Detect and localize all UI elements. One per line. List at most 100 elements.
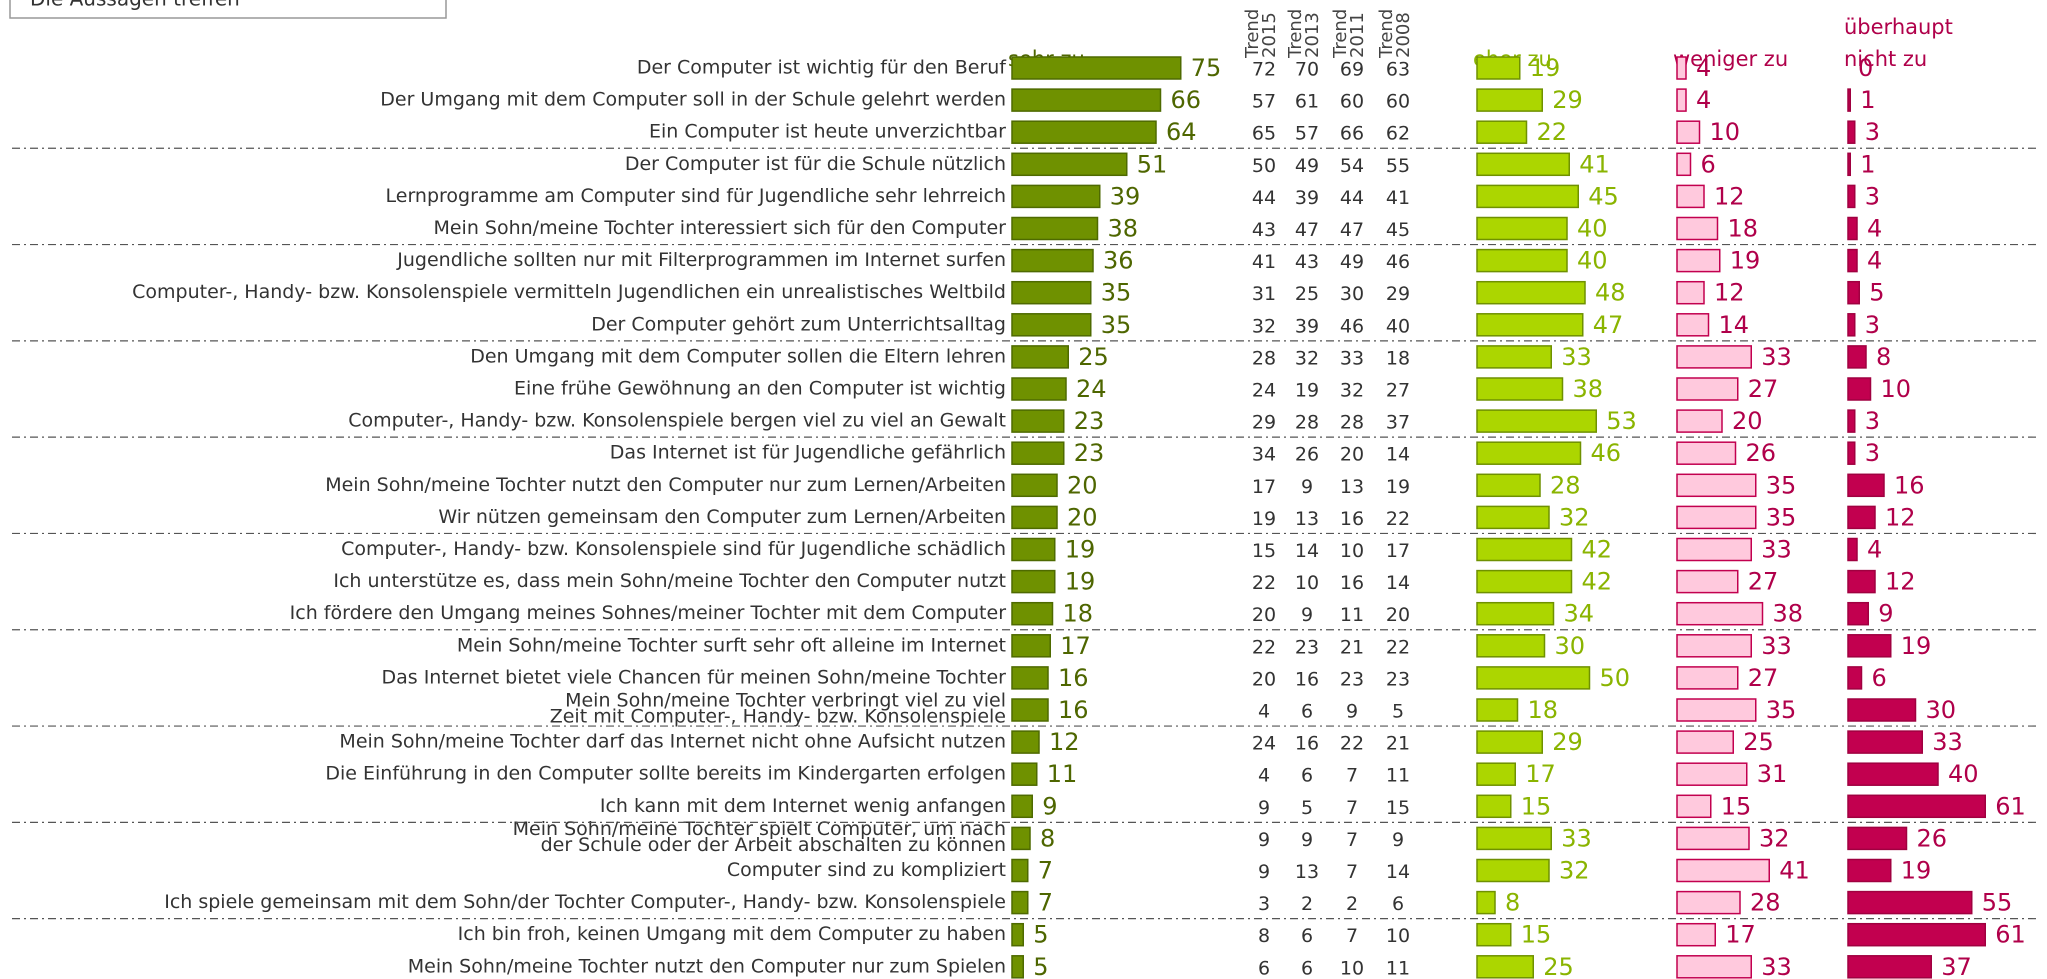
- value-label: 45: [1588, 182, 1619, 210]
- value-label: 33: [1761, 536, 1792, 564]
- value-label: 42: [1582, 536, 1613, 564]
- value-label: 61: [1995, 792, 2026, 820]
- bar: [1011, 730, 1040, 754]
- header-box-text: Die Aussagen treffen: [30, 0, 240, 11]
- value-label: 40: [1948, 760, 1979, 788]
- trend-value: 10: [1340, 540, 1364, 562]
- value-label: 22: [1537, 118, 1568, 146]
- value-label: 46: [1591, 439, 1622, 467]
- value-label: 36: [1103, 247, 1134, 275]
- value-label: 28: [1550, 471, 1581, 499]
- trend-value: 29: [1386, 283, 1410, 305]
- trend-value: 23: [1386, 668, 1410, 690]
- trend-value: 21: [1340, 636, 1364, 658]
- bar: [1847, 473, 1885, 498]
- trend-value: 14: [1386, 861, 1410, 883]
- bar: [1847, 955, 1932, 979]
- value-label: 1: [1860, 150, 1875, 178]
- trend-value: 43: [1252, 219, 1276, 241]
- value-label: 33: [1761, 343, 1792, 371]
- value-label: 26: [1917, 824, 1948, 852]
- trend-value: 16: [1340, 572, 1364, 594]
- bar: [1676, 280, 1705, 305]
- trend-value: 63: [1386, 59, 1410, 81]
- value-label: 5: [1869, 279, 1884, 307]
- value-label: 33: [1761, 632, 1792, 660]
- trend-value: 13: [1340, 476, 1364, 498]
- bar: [1011, 955, 1024, 979]
- bar: [1011, 601, 1054, 626]
- value-label: 8: [1040, 824, 1055, 852]
- bar: [1011, 152, 1128, 177]
- bar: [1476, 569, 1573, 594]
- bar: [1476, 56, 1521, 80]
- category-label: Mein Sohn/meine Tochter darf das Interne…: [339, 731, 1006, 753]
- category-label: Computer sind zu kompliziert: [727, 859, 1006, 881]
- trend-value: 22: [1252, 636, 1276, 658]
- bar: [1847, 313, 1856, 337]
- category-label: Der Computer gehört zum Unterrichtsallta…: [591, 313, 1006, 335]
- bar: [1676, 377, 1739, 401]
- trend-value: 28: [1340, 412, 1364, 434]
- trend-value: 7: [1346, 925, 1358, 947]
- trend-value: 45: [1386, 219, 1410, 241]
- bar: [1476, 248, 1568, 273]
- value-label: 17: [1725, 921, 1756, 949]
- trend-value: 18: [1386, 347, 1410, 369]
- bar: [1476, 634, 1546, 658]
- bar: [1676, 120, 1701, 144]
- bar: [1476, 698, 1519, 722]
- value-label: 35: [1101, 279, 1132, 307]
- value-label: 3: [1865, 182, 1880, 210]
- value-label: 40: [1577, 215, 1608, 243]
- trend-value: 2: [1301, 893, 1313, 915]
- value-label: 39: [1110, 182, 1141, 210]
- bar: [1847, 248, 1858, 273]
- bar: [1676, 922, 1716, 947]
- bar: [1011, 698, 1049, 722]
- trend-value: 14: [1386, 444, 1410, 466]
- trend-value: 4: [1258, 765, 1270, 787]
- value-label: 29: [1552, 86, 1583, 114]
- bar: [1847, 922, 1986, 947]
- value-label: 50: [1600, 664, 1631, 692]
- series-header: nicht zu: [1844, 47, 1927, 71]
- value-label: 3: [1865, 311, 1880, 339]
- value-label: 12: [1714, 182, 1745, 210]
- trend-value: 69: [1340, 59, 1364, 81]
- trend-value: 9: [1301, 476, 1313, 498]
- value-label: 18: [1528, 696, 1559, 724]
- bar: [1676, 216, 1719, 241]
- trend-value: 26: [1295, 444, 1319, 466]
- trend-value: 20: [1252, 668, 1276, 690]
- value-label: 15: [1521, 921, 1552, 949]
- category-label: Die Einführung in den Computer sollte be…: [325, 763, 1006, 785]
- trend-value: 23: [1295, 636, 1319, 658]
- category-label: Ich bin froh, keinen Umgang mit dem Comp…: [458, 923, 1006, 945]
- category-label: Mein Sohn/meine Tochter nutzt den Comput…: [408, 955, 1006, 977]
- trend-value: 62: [1386, 123, 1410, 145]
- trend-value: 11: [1340, 604, 1364, 626]
- bar: [1011, 441, 1065, 465]
- value-label: 10: [1710, 118, 1741, 146]
- value-label: 17: [1060, 632, 1091, 660]
- bar: [1847, 826, 1908, 851]
- bar: [1847, 441, 1856, 465]
- bar: [1476, 858, 1550, 883]
- category-label: Der Computer ist wichtig für den Beruf: [637, 57, 1007, 79]
- trend-value: 39: [1295, 315, 1319, 337]
- bar: [1476, 313, 1584, 337]
- value-label: 12: [1885, 568, 1916, 596]
- trend-value: 25: [1295, 283, 1319, 305]
- trend-value: 16: [1295, 668, 1319, 690]
- trend-value: 9: [1346, 701, 1358, 723]
- trend-value: 34: [1252, 444, 1276, 466]
- trend-value: 14: [1295, 540, 1319, 562]
- trend-value: 3: [1258, 893, 1270, 915]
- trend-value: 9: [1301, 604, 1313, 626]
- trend-value: 30: [1340, 283, 1364, 305]
- trend-value: 20: [1386, 604, 1410, 626]
- bar: [1676, 666, 1739, 690]
- trend-value: 15: [1386, 797, 1410, 819]
